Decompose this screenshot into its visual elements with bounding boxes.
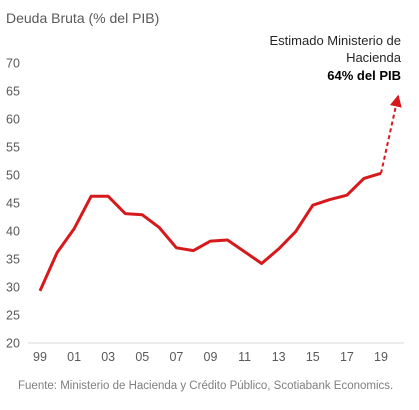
y-tick-label: 70 xyxy=(6,57,20,71)
annotation-line-2: Hacienda xyxy=(346,50,402,65)
x-tick-label: 13 xyxy=(272,350,286,364)
data-point xyxy=(226,239,229,242)
y-tick-label: 55 xyxy=(6,141,20,155)
debt-series-line xyxy=(38,171,382,292)
data-point xyxy=(107,195,110,198)
y-axis-labels: 20 25 30 35 40 45 50 55 60 65 70 xyxy=(6,57,20,351)
x-axis-labels: 99 01 03 05 07 09 11 13 15 17 19 xyxy=(33,350,388,364)
data-point xyxy=(56,251,59,254)
data-point xyxy=(311,204,314,207)
y-tick-label: 30 xyxy=(6,281,20,295)
data-point xyxy=(124,212,127,215)
data-point xyxy=(362,177,365,180)
y-tick-label: 35 xyxy=(6,253,20,267)
data-point xyxy=(397,95,400,98)
y-tick-label: 50 xyxy=(6,169,20,183)
data-point xyxy=(243,250,246,253)
x-tick-label: 15 xyxy=(306,350,320,364)
data-point xyxy=(345,194,348,197)
x-tick-label: 99 xyxy=(33,350,47,364)
x-tick-label: 07 xyxy=(169,350,183,364)
y-tick-label: 45 xyxy=(6,197,20,211)
data-point xyxy=(277,247,280,250)
y-tick-label: 25 xyxy=(6,309,20,323)
data-point xyxy=(39,289,42,292)
data-point xyxy=(73,227,76,230)
data-point xyxy=(260,262,263,265)
annotation-value-label: 64% del PIB xyxy=(327,68,401,83)
data-point xyxy=(294,230,297,233)
projection-arrow-line xyxy=(380,94,402,174)
x-tick-label: 03 xyxy=(101,350,115,364)
chart-title: Deuda Bruta (% del PIB) xyxy=(6,10,159,26)
annotation-line-1: Estimado Ministerio de xyxy=(270,33,402,48)
x-tick-label: 05 xyxy=(135,350,149,364)
y-tick-label: 20 xyxy=(6,337,20,351)
data-point xyxy=(380,172,383,175)
x-tick-label: 01 xyxy=(67,350,81,364)
x-tick-label: 11 xyxy=(238,350,251,364)
data-point xyxy=(90,195,93,198)
data-point xyxy=(209,240,212,243)
data-point xyxy=(158,226,161,229)
x-tick-label: 09 xyxy=(204,350,218,364)
y-tick-label: 60 xyxy=(6,113,20,127)
x-tick-label: 17 xyxy=(340,350,354,364)
series-layer xyxy=(38,94,402,292)
y-tick-label: 65 xyxy=(6,85,20,99)
data-point xyxy=(141,213,144,216)
source-note: Fuente: Ministerio de Hacienda y Crédito… xyxy=(18,380,393,392)
data-point xyxy=(175,246,178,249)
x-tick-label: 19 xyxy=(374,350,388,364)
data-point xyxy=(328,198,331,201)
y-tick-label: 40 xyxy=(6,225,20,239)
data-point xyxy=(192,249,195,252)
